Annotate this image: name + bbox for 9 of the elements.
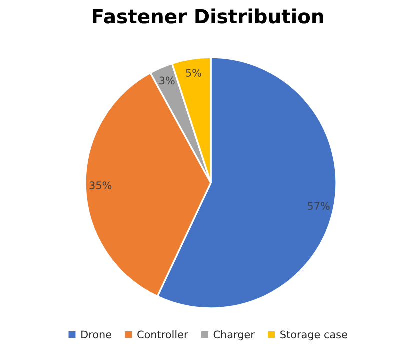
legend-label: Storage case: [280, 330, 348, 341]
data-label: 35%: [90, 182, 112, 190]
legend-label: Controller: [138, 330, 188, 339]
legend-label: Charger: [214, 330, 255, 341]
data-label: 3%: [160, 76, 175, 85]
data-label: 57%: [308, 202, 330, 210]
data-label: 5%: [186, 69, 202, 77]
chart-title: Fastener Distribution: [93, 8, 324, 24]
legend-label: Drone: [82, 330, 112, 339]
